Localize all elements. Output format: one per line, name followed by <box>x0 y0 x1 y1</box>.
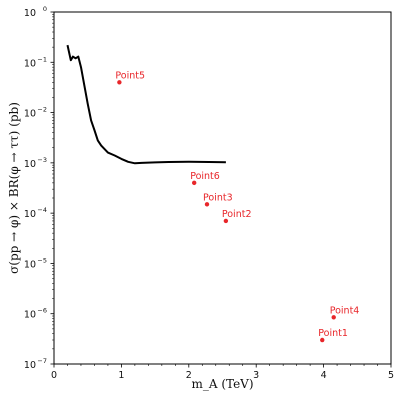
y-tick-label: 10 <box>24 259 36 270</box>
y-tick-exponent: −6 <box>37 307 47 315</box>
y-tick-label: 10 <box>24 360 36 371</box>
y-tick-exponent: −4 <box>37 206 47 214</box>
point-label: Point1 <box>318 328 348 339</box>
x-tick-label: 3 <box>253 370 259 381</box>
y-tick-exponent: −1 <box>37 55 47 63</box>
y-tick-label: 10 <box>24 8 36 19</box>
x-tick-label: 5 <box>388 370 394 381</box>
data-point <box>204 202 210 207</box>
y-tick-label: 10 <box>24 109 36 120</box>
y-tick-label: 10 <box>24 209 36 220</box>
point-label: Point6 <box>190 171 220 182</box>
series-layer <box>66 44 226 165</box>
y-tick-label: 10 <box>24 310 36 321</box>
y-tick-exponent: 0 <box>43 5 47 13</box>
data-point <box>331 315 336 320</box>
x-axis-label: m_A (TeV) <box>191 377 253 391</box>
y-tick-exponent: −7 <box>37 357 47 365</box>
data-point <box>223 218 229 224</box>
x-tick-label: 4 <box>321 370 327 381</box>
x-tick-label: 0 <box>51 370 57 381</box>
data-point <box>117 80 122 85</box>
point-label: Point5 <box>115 70 145 81</box>
limit-curve <box>66 44 226 165</box>
data-point <box>320 337 325 343</box>
point-label: Point4 <box>330 305 360 316</box>
y-tick-exponent: −2 <box>37 106 47 114</box>
point-label: Point2 <box>222 209 252 220</box>
x-tick-label: 1 <box>118 370 124 381</box>
point-label: Point3 <box>203 192 233 203</box>
data-point <box>191 180 197 186</box>
y-axis-label: σ(pp → φ) × BR(φ → ττ) (pb) <box>7 102 21 274</box>
y-tick-label: 10 <box>24 58 36 69</box>
plot-frame <box>53 11 392 365</box>
y-tick-exponent: −5 <box>37 256 47 264</box>
y-tick-label: 10 <box>24 159 36 170</box>
x-tick-label: 2 <box>186 370 192 381</box>
y-tick-exponent: −3 <box>37 156 47 164</box>
points-layer: Point1 Point2 Point3 Point4 Point5 Point6 <box>115 70 360 343</box>
